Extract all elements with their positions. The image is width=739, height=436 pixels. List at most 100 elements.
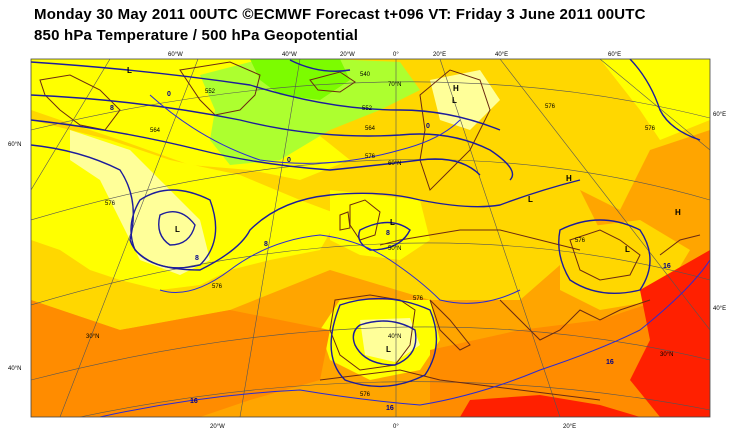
- coast-greenland: [179, 61, 261, 116]
- parallel-40n: [31, 326, 710, 381]
- parallel-label: 30°N: [660, 352, 673, 358]
- parallel-70n: [31, 81, 710, 131]
- z500-low-iberia: [352, 320, 417, 366]
- low-center: L: [528, 195, 533, 204]
- t850-label: 0: [167, 91, 171, 98]
- lon-label: 60°E: [608, 52, 621, 58]
- meridian-60e: [599, 59, 710, 151]
- coast-caspian: [659, 234, 701, 256]
- temp-band-darkorange-sw: [31, 300, 330, 417]
- lon-label: 20°W: [340, 52, 355, 58]
- lat-labels: 60°N 40°N 60°E 40°E: [8, 112, 726, 372]
- lon-label: 20°E: [563, 424, 576, 430]
- t850-label: 8: [264, 241, 268, 248]
- lon-label: 0°: [393, 424, 399, 430]
- meridian-40e: [499, 59, 710, 331]
- z500-ring-atlantic: [130, 189, 217, 269]
- temperature-contours: [99, 94, 710, 417]
- z500-label: 576: [645, 126, 656, 132]
- t850-label: 0: [426, 123, 430, 130]
- t850-label: 16: [190, 398, 198, 405]
- z500-contour-552: [31, 94, 514, 181]
- lon-label: 0°: [393, 52, 399, 58]
- lat-label-right: 60°E: [713, 112, 726, 118]
- t850-label: 16: [386, 405, 394, 412]
- high-center: H: [453, 84, 459, 93]
- high-center: H: [675, 208, 681, 217]
- temp-band-pale-west: [70, 130, 210, 275]
- lat-labels-inside: 70°N 60°N 50°N 40°N 30°N 30°N: [86, 82, 673, 358]
- lon-label: 40°W: [282, 52, 297, 58]
- meridian-20e: [439, 59, 561, 417]
- temperature-field: [31, 59, 710, 417]
- lat-label-left: 40°N: [8, 366, 21, 372]
- z500-label: 540: [360, 72, 371, 78]
- z500-label: 576: [105, 201, 116, 207]
- coast-north-europe: [379, 229, 581, 251]
- z500-label: 576: [545, 104, 556, 110]
- temperature-labels: 0 0 0 8 8 8 8 16 16 16 16: [110, 91, 671, 412]
- lat-label-left: 60°N: [8, 142, 21, 148]
- low-center: L: [452, 96, 457, 105]
- t850-contour-16: [99, 259, 710, 417]
- z500-contour-576: [31, 144, 581, 271]
- coast-black-sea: [569, 229, 641, 281]
- coast-italy: [429, 299, 471, 351]
- temp-band-yellow-ne: [600, 59, 710, 140]
- z500-ring-east: [558, 219, 651, 295]
- low-center: L: [390, 218, 395, 227]
- pressure-centers: L L L L L L L H H H: [127, 66, 681, 354]
- meridian-40w: [59, 59, 199, 417]
- geopotential-contours: [31, 59, 701, 388]
- coast-north-africa: [319, 369, 601, 401]
- z500-label: 552: [362, 106, 373, 112]
- z500-label: 576: [360, 392, 371, 398]
- low-center: L: [175, 225, 180, 234]
- temp-band-lime: [200, 59, 420, 165]
- z500-label: 564: [150, 128, 161, 134]
- coast-iceland: [309, 71, 356, 93]
- z500-label: 576: [575, 238, 586, 244]
- t850-label: 16: [606, 359, 614, 366]
- z500-contour-540: [31, 61, 501, 131]
- geopotential-labels: 540 552 552 564 564 576 576 576 576 576 …: [105, 72, 656, 398]
- z500-label: 576: [212, 284, 223, 290]
- parallel-label: 70°N: [388, 82, 401, 88]
- coast-iberia: [329, 294, 416, 371]
- z500-label: 552: [205, 89, 216, 95]
- temp-band-red-south: [460, 395, 640, 417]
- parallel-30n: [79, 381, 710, 417]
- high-center: H: [566, 174, 572, 183]
- lon-label: 20°W: [210, 424, 225, 430]
- low-center: L: [127, 66, 132, 75]
- lon-label: 20°E: [433, 52, 446, 58]
- t850-label: 8: [110, 105, 114, 112]
- parallel-label: 50°N: [388, 246, 401, 252]
- t850-label: 8: [386, 230, 390, 237]
- lon-label: 60°W: [168, 52, 183, 58]
- parallel-label: 40°N: [388, 334, 401, 340]
- z500-low-uk: [358, 221, 411, 251]
- parallel-60n: [31, 159, 710, 221]
- coast-ireland: [339, 211, 351, 231]
- map-frame: [30, 58, 711, 418]
- low-center: L: [625, 245, 630, 254]
- parallel-label: 30°N: [86, 334, 99, 340]
- lon-labels-bottom: 20°W 0° 20°E: [210, 424, 576, 430]
- meridian-20w: [239, 59, 301, 417]
- lon-label: 40°E: [495, 52, 508, 58]
- lon-labels-top: 60°W 40°W 20°W 0° 20°E 40°E 60°E: [168, 52, 621, 58]
- temp-band-green: [250, 59, 350, 100]
- t850-label: 8: [195, 255, 199, 262]
- z500-label: 576: [365, 154, 376, 160]
- z500-ring-iberia: [330, 297, 438, 388]
- z500-low-atlantic: [158, 211, 196, 246]
- t850-contour-0: [149, 94, 461, 164]
- map-title: Monday 30 May 2011 00UTC ©ECMWF Forecast…: [34, 6, 646, 23]
- z500-contour-ne: [629, 59, 701, 141]
- coastlines: [39, 61, 701, 401]
- t850-label: 0: [287, 157, 291, 164]
- coast-balkans-turkey: [499, 299, 651, 341]
- coast-scandinavia: [419, 69, 491, 191]
